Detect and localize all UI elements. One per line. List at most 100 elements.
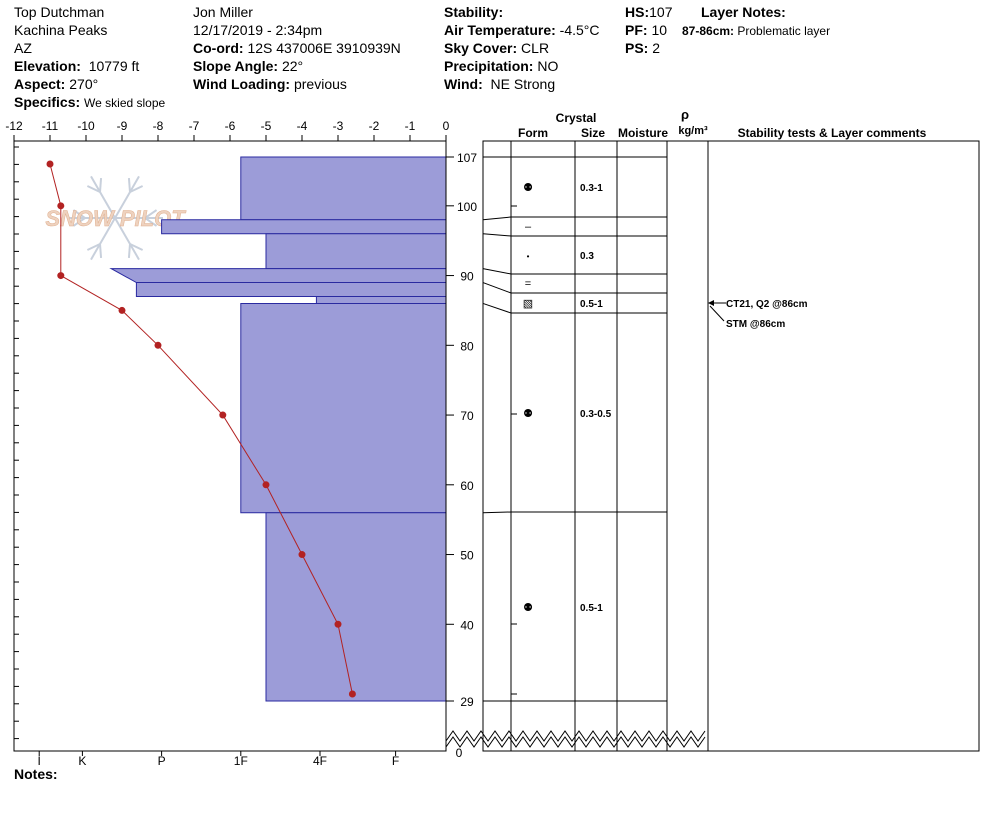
temperature-point <box>348 690 356 698</box>
temperature-point <box>57 202 65 210</box>
header-slope: Slope Angle: 22° <box>193 57 303 75</box>
density-unit: kg/m³ <box>678 125 708 137</box>
stability-arrow-head <box>708 300 714 306</box>
temp-tick-label: 0 <box>443 119 450 133</box>
snowpilot-watermark: SNOW PILOT <box>45 175 186 261</box>
crystal-size: 0.3-0.5 <box>580 409 612 420</box>
snowflake-branch <box>129 185 144 193</box>
snowflake-branch <box>86 185 101 193</box>
header-wind: Wind: NE Strong <box>444 75 555 93</box>
aspect-value: 270° <box>69 76 99 92</box>
header-ps: PS: 2 <box>625 39 660 57</box>
snowflake-arm <box>90 217 116 261</box>
wind-loading-label: Wind Loading: <box>193 76 291 92</box>
depth-tick-label: 80 <box>460 339 474 353</box>
ground-break-lower <box>445 736 706 748</box>
temperature-line <box>49 163 353 695</box>
header-coord: Co-ord: 12S 437006E 3910939N <box>193 39 401 57</box>
depth-tick-label: 70 <box>460 409 474 423</box>
snowflake-arm <box>114 175 140 219</box>
header-aspect: Aspect: 270° <box>14 75 98 93</box>
hardness-label: K <box>78 754 86 768</box>
temp-tick-label: -6 <box>225 119 236 133</box>
hardness-layer-bar <box>265 512 447 702</box>
crystal-size: 0.5-1 <box>580 299 603 310</box>
depth-tick-label: 100 <box>457 200 477 214</box>
air-temp-label: Air Temperature: <box>444 22 556 38</box>
layer-boundary-line <box>482 268 667 275</box>
depth-tick-label: 107 <box>457 151 477 165</box>
hardness-label: 4F <box>313 754 327 768</box>
table-border <box>482 140 980 752</box>
hardness-layer-bar <box>109 268 447 284</box>
temperature-point <box>46 160 54 168</box>
header-air-temp: Air Temperature: -4.5°C <box>444 21 600 39</box>
precip-value: NO <box>537 58 559 74</box>
precip-label: Precipitation: <box>444 58 534 74</box>
header-stability: Stability: <box>444 3 503 21</box>
crystal-form-symbol: ⚉ <box>523 602 533 614</box>
snowflake-arm <box>114 217 140 261</box>
hardness-layer-bar <box>240 156 447 221</box>
crystal-form-symbol: ⚉ <box>523 408 533 420</box>
temp-tick-label: -4 <box>297 119 308 133</box>
stability-arrow-line <box>709 305 725 322</box>
crystal-size: 0.5-1 <box>580 603 603 614</box>
hardness-label: 1F <box>234 754 248 768</box>
hardness-layer-bar <box>265 233 447 270</box>
snowflake-branch <box>72 209 86 219</box>
elevation-label: Elevation: <box>14 58 81 74</box>
snowflake-branch <box>86 243 101 251</box>
wind-label: Wind: <box>444 76 483 92</box>
coord-label: Co-ord: <box>193 40 244 56</box>
header-wind-loading: Wind Loading: previous <box>193 75 347 93</box>
header-layer-notes-label: Layer Notes: <box>701 3 786 21</box>
temp-tick-label: -12 <box>5 119 23 133</box>
hardness-layer-bar <box>161 219 447 235</box>
air-temp-value: -4.5°C <box>559 22 600 38</box>
hardness-layer-bar <box>315 295 447 304</box>
header-location: Top Dutchman <box>14 4 105 20</box>
crystal-size: 0.3-1 <box>580 183 603 194</box>
density-symbol: ρ <box>681 107 689 122</box>
sky-value: CLR <box>521 40 550 56</box>
temperature-point <box>298 551 306 559</box>
temp-tick-label: -3 <box>333 119 344 133</box>
chart-axes: -12 -11 -10 -9 -8 -7 -6 -5 -4 -3 -2 -1 0107100908070… <box>5 119 477 768</box>
header-specifics: Specifics: We skied slope <box>14 93 165 112</box>
stability-label: Stability: <box>444 4 504 20</box>
temperature-point <box>219 411 227 419</box>
snowflake-branch <box>99 243 103 259</box>
slope-label: Slope Angle: <box>193 58 279 74</box>
header-precip: Precipitation: NO <box>444 57 558 75</box>
pf-label: PF: <box>625 22 648 38</box>
header-observer: Jon Miller <box>193 4 253 20</box>
depth-tick-label: 29 <box>460 695 474 709</box>
aspect-label: Aspect: <box>14 76 66 92</box>
temp-tick-label: -11 <box>42 119 59 133</box>
crystal-form-symbol: = <box>525 278 531 290</box>
temp-tick-label: -7 <box>189 119 200 133</box>
temp-tick-label: -2 <box>369 119 380 133</box>
crystal-form-symbol: ▧ <box>523 298 533 310</box>
header-layer-note: 87-86cm: Problematic layer <box>682 22 830 40</box>
crystal-size: 0.3 <box>580 251 594 262</box>
hardness-label: F <box>392 754 399 768</box>
layer-boundary-line <box>482 216 667 221</box>
snowflake-branch <box>129 243 144 251</box>
depth-tick-label: 90 <box>460 270 474 284</box>
temp-tick-label: -8 <box>153 119 164 133</box>
crystal-form-symbol: ⚉ <box>523 182 533 194</box>
layer-boundary-line <box>482 282 667 294</box>
layer-table: Crystal Form Size Moisture ρ kg/m³ Stability t… <box>445 107 980 752</box>
header-hs: HS:107 <box>625 3 672 21</box>
header-sky: Sky Cover: CLR <box>444 39 549 57</box>
stability-test-label: CT21, Q2 @86cm <box>726 299 808 310</box>
ground-label: 0 <box>456 746 463 760</box>
temp-tick-label: -1 <box>405 119 416 133</box>
header-elevation: Elevation: 10779 ft <box>14 57 139 75</box>
size-header: Size <box>581 126 605 140</box>
layer-boundary-line <box>482 233 667 237</box>
header-pf: PF: 10 <box>625 21 667 39</box>
